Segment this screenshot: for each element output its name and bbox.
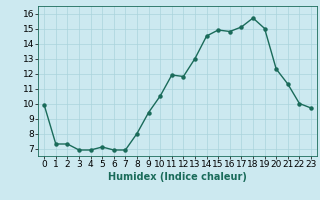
- X-axis label: Humidex (Indice chaleur): Humidex (Indice chaleur): [108, 172, 247, 182]
